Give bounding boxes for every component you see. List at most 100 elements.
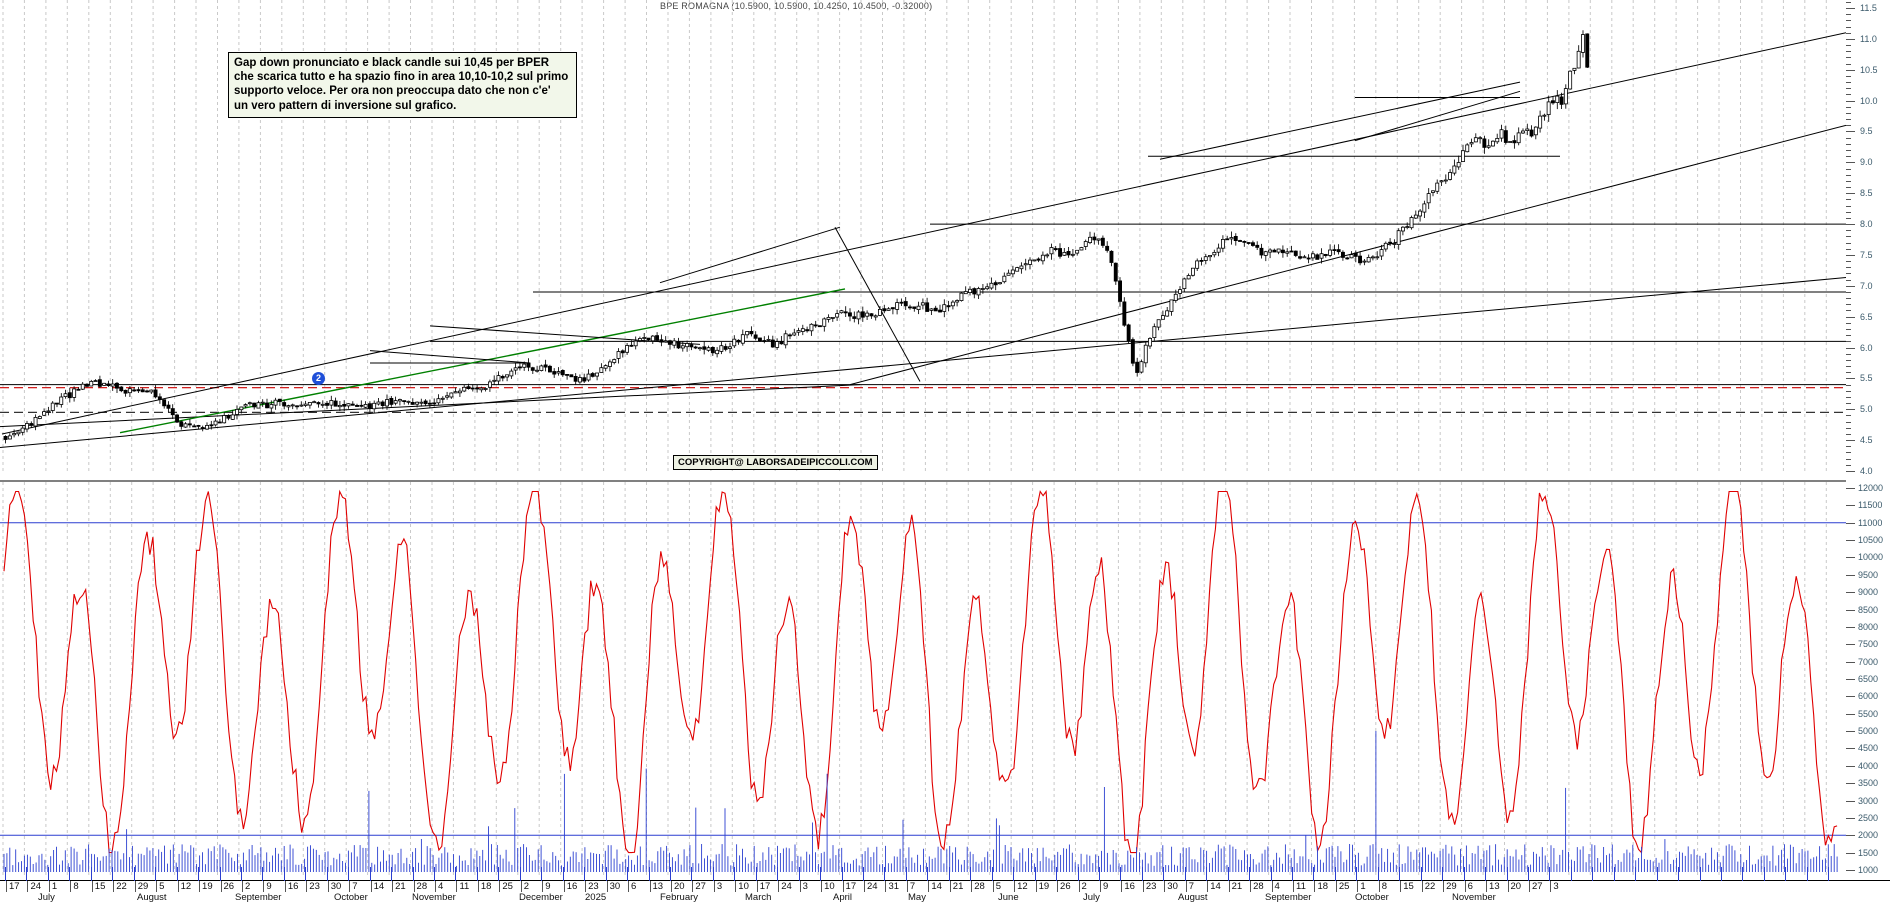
- price-minor-tick: [1846, 322, 1851, 324]
- price-minor-tick: [1846, 45, 1851, 47]
- price-minor-tick: [1846, 329, 1851, 330]
- price-tick-label: 9.5: [1860, 126, 1873, 137]
- month-label: August: [1178, 892, 1208, 902]
- date-tick: [27, 881, 29, 892]
- price-minor-tick: [1846, 149, 1851, 151]
- indicator-tick: [1846, 731, 1855, 733]
- price-tick-label: 4.0: [1860, 466, 1873, 476]
- date-tick-label: 3: [802, 881, 808, 892]
- price-tick-label: 6.0: [1860, 342, 1873, 353]
- annotation-textbox: Gap down pronunciato e black candle sui …: [228, 52, 577, 118]
- indicator-tick: [1846, 679, 1855, 680]
- date-tick: [1099, 881, 1101, 892]
- price-tick: [1846, 162, 1855, 164]
- date-tick: [585, 881, 587, 892]
- date-tick: [1142, 881, 1144, 892]
- date-tick: [1014, 881, 1016, 892]
- price-tick-label: 5.5: [1860, 373, 1873, 384]
- price-minor-tick: [1846, 112, 1851, 114]
- indicator-tick-label: 5500: [1858, 708, 1879, 719]
- price-minor-tick: [1846, 26, 1851, 28]
- indicator-tick-label: 9500: [1858, 569, 1879, 580]
- indicator-tick-label: 9000: [1858, 587, 1879, 598]
- date-tick-label: 8: [73, 881, 79, 892]
- date-tick: [842, 881, 844, 892]
- date-tick-label: 14: [931, 881, 942, 892]
- month-label: November: [1452, 892, 1496, 902]
- date-tick: [477, 881, 479, 892]
- date-tick: [48, 881, 50, 892]
- date-tick: [70, 881, 72, 892]
- date-tick-label: 25: [502, 881, 513, 892]
- price-minor-tick: [1846, 205, 1851, 207]
- date-tick-label: 28: [416, 881, 428, 892]
- date-tick-label: 4: [438, 881, 444, 892]
- date-tick: [864, 881, 865, 892]
- date-tick: [992, 881, 994, 892]
- date-tick-label: 27: [1531, 881, 1543, 892]
- date-tick-label: 15: [1403, 881, 1414, 892]
- price-minor-tick: [1846, 1, 1851, 3]
- price-minor-tick: [1846, 291, 1851, 293]
- date-tick-label: 18: [480, 881, 492, 892]
- date-tick: [692, 881, 694, 892]
- price-minor-tick: [1846, 273, 1851, 275]
- indicator-tick-label: 6500: [1858, 674, 1879, 684]
- date-tick: [1207, 881, 1209, 892]
- date-tick: [199, 881, 201, 892]
- date-tick-label: 24: [867, 881, 878, 892]
- date-tick-label: 23: [588, 881, 599, 892]
- date-tick: [284, 881, 286, 892]
- date-tick-label: 9: [545, 881, 551, 892]
- date-tick: [1507, 881, 1509, 892]
- price-minor-tick: [1846, 199, 1851, 201]
- indicator-tick: [1846, 783, 1855, 785]
- price-tick: [1846, 224, 1855, 226]
- date-tick: [713, 881, 715, 892]
- indicator-tick: [1846, 488, 1855, 489]
- date-tick: [1443, 881, 1445, 892]
- indicator-pane[interactable]: [0, 480, 1846, 880]
- indicator-tick: [1846, 626, 1855, 628]
- indicator-tick-label: 10000: [1858, 552, 1884, 563]
- copyright-label: COPYRIGHT@ LABORSADEIPICCOLI.COM: [673, 455, 878, 470]
- month-label: August: [137, 892, 167, 902]
- price-minor-tick: [1846, 174, 1851, 176]
- date-tick-label: 15: [94, 881, 106, 892]
- date-tick-label: 26: [223, 881, 235, 892]
- indicator-tick: [1846, 870, 1855, 871]
- date-tick-label: 16: [566, 881, 578, 892]
- date-tick: [1400, 881, 1402, 892]
- date-tick: [928, 881, 930, 892]
- indicator-tick: [1846, 557, 1855, 559]
- date-tick-label: 11: [1296, 881, 1306, 892]
- price-minor-tick: [1846, 390, 1851, 392]
- price-minor-tick: [1846, 57, 1851, 59]
- annotation-line-3: supporto veloce. Per ora non preoccupa d…: [234, 85, 551, 98]
- date-tick-label: 23: [1145, 881, 1157, 892]
- price-minor-tick: [1846, 279, 1851, 281]
- price-tick: [1846, 254, 1855, 256]
- price-minor-tick: [1846, 421, 1851, 423]
- price-minor-tick: [1846, 248, 1851, 250]
- price-minor-tick: [1846, 452, 1851, 454]
- price-tick: [1846, 193, 1855, 195]
- date-tick-label: 6: [631, 881, 637, 892]
- date-tick: [456, 881, 458, 892]
- date-tick-label: 30: [1167, 881, 1178, 892]
- date-tick: [1357, 881, 1359, 892]
- month-label: December: [519, 892, 563, 902]
- chart-marker-2[interactable]: 2: [312, 372, 325, 385]
- price-minor-tick: [1846, 236, 1851, 238]
- indicator-tick: [1846, 644, 1855, 646]
- date-tick-label: 17: [759, 881, 771, 892]
- date-tick-label: 29: [1446, 881, 1457, 892]
- date-tick-label: 4: [1274, 881, 1280, 892]
- date-tick-label: 28: [974, 881, 985, 892]
- price-tick: [1846, 409, 1855, 411]
- indicator-tick-label: 1000: [1858, 865, 1879, 875]
- date-tick-label: 3: [716, 881, 723, 892]
- price-minor-tick: [1846, 119, 1851, 121]
- date-tick-label: 16: [1124, 881, 1135, 892]
- price-minor-tick: [1846, 458, 1851, 460]
